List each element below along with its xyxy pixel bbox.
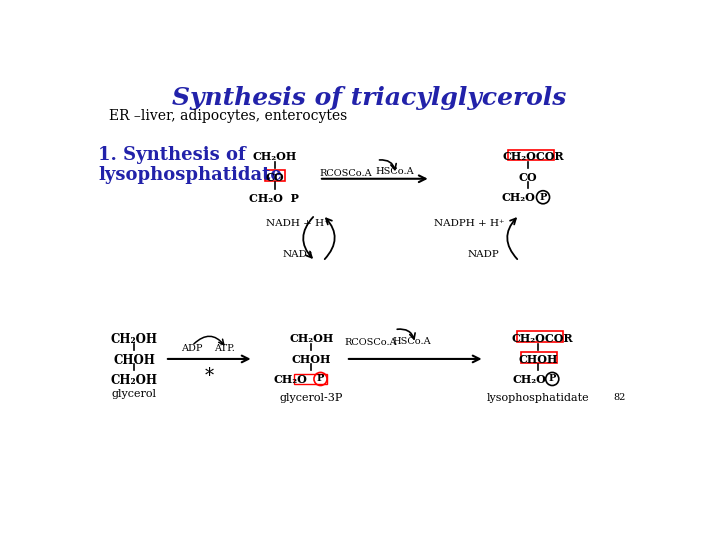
- Text: CO: CO: [518, 172, 537, 183]
- Text: CH₂O: CH₂O: [512, 374, 546, 384]
- Text: *: *: [204, 367, 213, 386]
- Text: lysophosphatidate: lysophosphatidate: [487, 393, 590, 403]
- Bar: [521, 352, 557, 363]
- Text: ER –liver, adipocytes, enterocytes: ER –liver, adipocytes, enterocytes: [109, 110, 347, 124]
- Text: NADPH + H⁺: NADPH + H⁺: [434, 219, 504, 228]
- Text: CH₂OH: CH₂OH: [111, 374, 158, 387]
- Text: NAD⁺: NAD⁺: [283, 249, 313, 259]
- Text: HSCo.A: HSCo.A: [375, 167, 414, 176]
- Bar: [265, 170, 285, 181]
- Bar: [517, 331, 563, 342]
- Text: CH₂O: CH₂O: [274, 374, 307, 384]
- Text: 1. Synthesis of
lysophosphatidate: 1. Synthesis of lysophosphatidate: [98, 146, 282, 185]
- Text: ADP: ADP: [181, 343, 202, 353]
- Text: P: P: [317, 374, 324, 383]
- Text: CHOH: CHOH: [518, 354, 558, 364]
- Text: ATP.: ATP.: [214, 343, 235, 353]
- Text: CH₂OCOR: CH₂OCOR: [502, 151, 564, 162]
- Text: NADP: NADP: [467, 249, 499, 259]
- Text: 82: 82: [614, 393, 626, 402]
- Text: CH₂OCOR: CH₂OCOR: [511, 333, 573, 344]
- Text: P: P: [549, 374, 556, 383]
- Text: CH₂O  P: CH₂O P: [248, 193, 299, 204]
- Text: CH₂OH: CH₂OH: [289, 333, 333, 344]
- Text: CHOH: CHOH: [292, 354, 331, 364]
- Text: HSCo.A: HSCo.A: [392, 336, 431, 346]
- Text: CH₂OH: CH₂OH: [253, 151, 297, 162]
- Text: Synthesis of triacylglycerols: Synthesis of triacylglycerols: [172, 86, 566, 110]
- Text: CH₂O: CH₂O: [501, 192, 535, 203]
- Text: RCOSCo.A: RCOSCo.A: [320, 168, 372, 178]
- Text: CHOH: CHOH: [113, 354, 155, 367]
- Text: CO: CO: [266, 172, 284, 183]
- Text: RCOSCo.A: RCOSCo.A: [344, 338, 397, 347]
- Text: CH₂OH: CH₂OH: [111, 333, 158, 346]
- Text: glycerol-3P: glycerol-3P: [279, 393, 343, 403]
- Text: NADH + H⁺: NADH + H⁺: [266, 219, 330, 228]
- Text: P: P: [539, 193, 546, 202]
- Bar: [508, 150, 554, 160]
- Text: glycerol: glycerol: [112, 389, 157, 399]
- Bar: [294, 374, 327, 384]
